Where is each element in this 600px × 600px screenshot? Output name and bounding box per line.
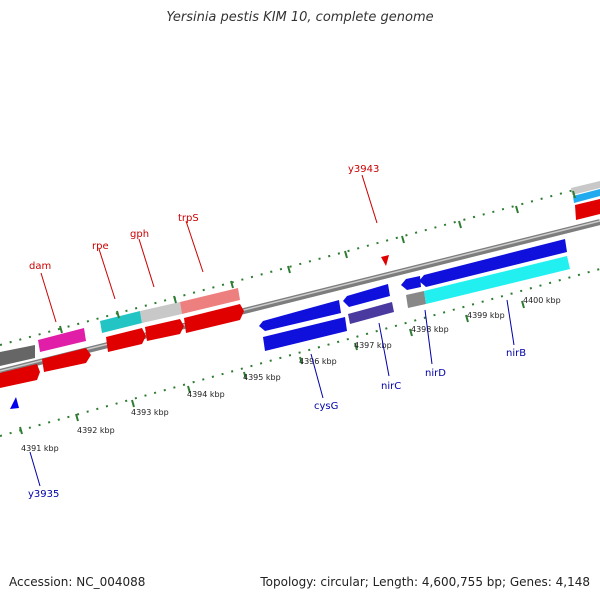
reverse-gene-labels	[29, 299, 515, 487]
backbone-highlight	[0, 220, 600, 372]
tick-label: 4398 kbp	[411, 325, 449, 334]
gene-label-nirD[interactable]: nirD	[425, 368, 446, 379]
gene-block[interactable]	[0, 364, 40, 388]
gene-label-nirC[interactable]: nirC	[381, 381, 401, 392]
genome-backbone	[0, 219, 600, 375]
gene-label-rpe[interactable]: rpe	[92, 241, 109, 252]
gene-label-trpS[interactable]: trpS	[178, 213, 199, 224]
tick-label: 4393 kbp	[131, 408, 169, 417]
inner-tick-ring	[0, 268, 600, 437]
gene-block[interactable]	[343, 284, 390, 307]
gene-marker[interactable]	[10, 397, 19, 409]
gene-label-nirB[interactable]: nirB	[506, 348, 526, 359]
genome-title: Yersinia pestis KIM 10, complete genome	[166, 10, 434, 25]
gene-block[interactable]	[406, 291, 426, 308]
outer-major-ticks	[59, 190, 576, 334]
outer-tick-ring	[0, 182, 600, 346]
gene-label-y3943[interactable]: y3943	[348, 164, 379, 175]
tick-label: 4394 kbp	[187, 390, 225, 399]
gene-block[interactable]	[424, 256, 570, 304]
tick-label: 4397 kbp	[354, 341, 392, 350]
forward-genes	[0, 181, 600, 388]
tick-label: 4395 kbp	[243, 373, 281, 382]
gene-block[interactable]	[145, 319, 184, 341]
gene-block[interactable]	[140, 302, 182, 323]
gene-block[interactable]	[100, 311, 142, 333]
gene-block[interactable]	[419, 239, 567, 287]
gene-block[interactable]	[263, 317, 347, 351]
gene-label-cysG[interactable]: cysG	[314, 401, 338, 412]
tick-label: 4392 kbp	[77, 426, 115, 435]
gene-block[interactable]	[348, 302, 394, 324]
tick-label: 4396 kbp	[299, 357, 337, 366]
gene-label-dam[interactable]: dam	[29, 261, 51, 272]
gene-block[interactable]	[575, 199, 600, 220]
gene-label-y3935[interactable]: y3935	[28, 489, 59, 500]
gene-block[interactable]	[106, 328, 146, 352]
genome-summary: Topology: circular; Length: 4,600,755 bp…	[260, 575, 590, 589]
gene-block[interactable]	[42, 348, 91, 372]
tick-label: 4399 kbp	[467, 311, 505, 320]
inner-major-ticks	[19, 300, 525, 435]
gene-block[interactable]	[38, 328, 86, 352]
tick-label: 4400 kbp	[523, 296, 561, 305]
reverse-genes	[10, 239, 570, 409]
gene-block[interactable]	[259, 300, 341, 331]
gene-block[interactable]	[571, 181, 600, 195]
gene-marker[interactable]	[381, 255, 389, 266]
gene-block[interactable]	[184, 304, 244, 333]
tick-label: 4391 kbp	[21, 444, 59, 453]
gene-label-gph[interactable]: gph	[130, 229, 149, 240]
kbp-labels: 4391 kbp 4392 kbp 4393 kbp 4394 kbp 4395…	[21, 296, 561, 453]
gene-block[interactable]	[573, 189, 600, 203]
gene-block[interactable]	[180, 288, 240, 314]
gene-block[interactable]	[401, 276, 421, 290]
forward-gene-labels	[40, 174, 378, 323]
accession-text: Accession: NC_004088	[9, 575, 146, 589]
gene-block[interactable]	[0, 345, 35, 366]
